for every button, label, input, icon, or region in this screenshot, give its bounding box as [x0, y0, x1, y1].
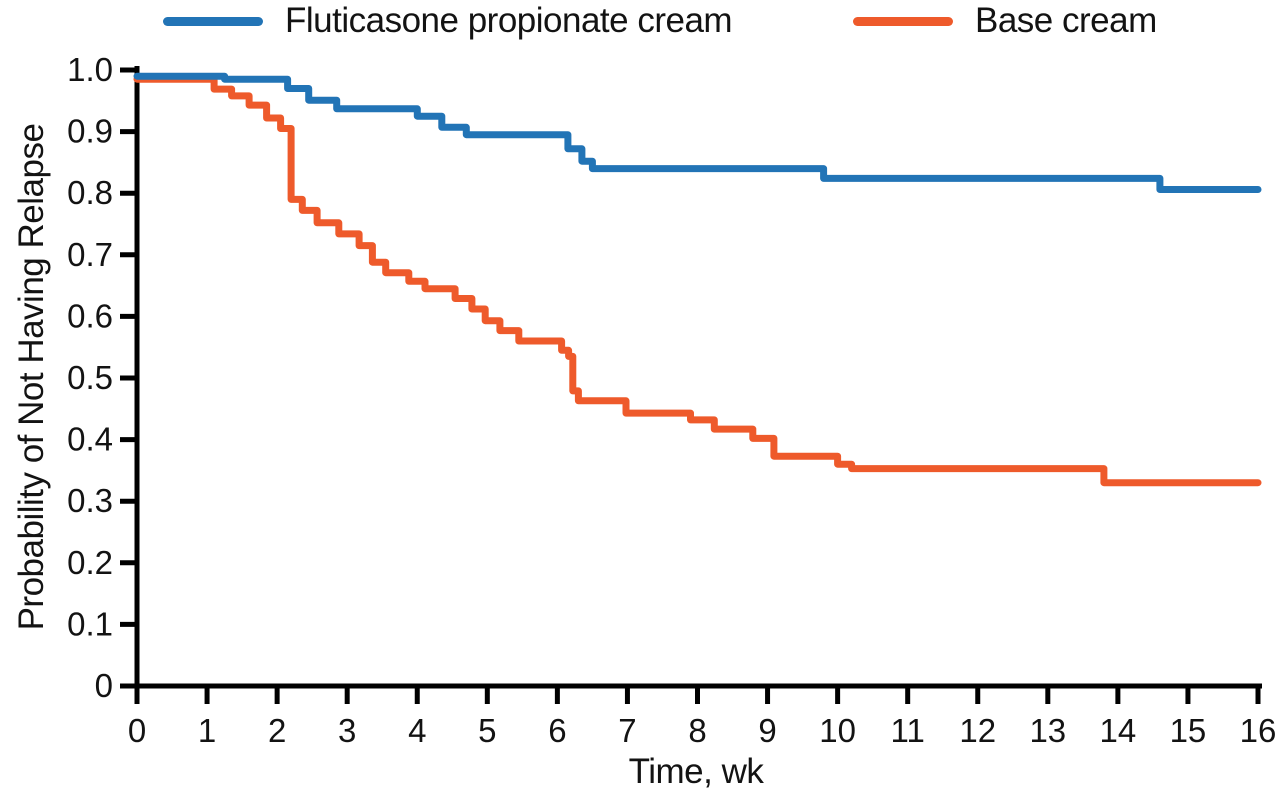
y-tick-label: 0.7 — [67, 236, 113, 273]
x-tick-label: 8 — [688, 712, 706, 749]
x-tick-label: 0 — [128, 712, 146, 749]
y-tick-label: 0.8 — [67, 174, 113, 211]
x-tick-label: 12 — [959, 712, 996, 749]
y-tick-label: 1.0 — [67, 51, 113, 88]
x-tick-label: 16 — [1240, 712, 1277, 749]
legend-label-fluticasone: Fluticasone propionate cream — [285, 1, 733, 40]
base-cream-line-swatch — [853, 16, 953, 26]
legend-label-base-cream: Base cream — [975, 1, 1157, 40]
y-tick-label: 0.5 — [67, 359, 113, 396]
y-tick-label: 0.6 — [67, 297, 113, 334]
y-tick-label: 0.4 — [67, 421, 113, 458]
x-tick-label: 1 — [198, 712, 216, 749]
y-tick-label: 0 — [95, 667, 113, 704]
y-tick-label: 0.2 — [67, 544, 113, 581]
x-tick-label: 14 — [1100, 712, 1137, 749]
x-tick-label: 11 — [891, 712, 925, 749]
curve-fluticasone-propionate-cream — [133, 72, 1262, 193]
legend-item-base-cream: Base cream — [853, 0, 1157, 42]
legend-item-fluticasone: Fluticasone propionate cream — [163, 0, 733, 42]
x-tick-label: 9 — [758, 712, 776, 749]
curve-base-cream — [133, 75, 1262, 487]
y-tick-label: 0.9 — [67, 113, 113, 150]
fluticasone-line-swatch — [163, 16, 263, 26]
x-tick-label: 5 — [478, 712, 496, 749]
x-tick-label: 6 — [548, 712, 566, 749]
y-tick-label: 0.1 — [67, 605, 113, 642]
x-axis-title: Time, wk — [628, 752, 764, 791]
x-tick-label: 2 — [268, 712, 286, 749]
x-tick-label: 4 — [408, 712, 426, 749]
y-tick-label: 0.3 — [67, 482, 113, 519]
x-tick-label: 3 — [338, 712, 356, 749]
x-tick-label: 13 — [1029, 712, 1066, 749]
y-axis-title: Probability of Not Having Relapse — [12, 123, 51, 631]
x-tick-label: 7 — [618, 712, 636, 749]
x-tick-label: 10 — [819, 712, 856, 749]
x-tick-label: 15 — [1170, 712, 1207, 749]
